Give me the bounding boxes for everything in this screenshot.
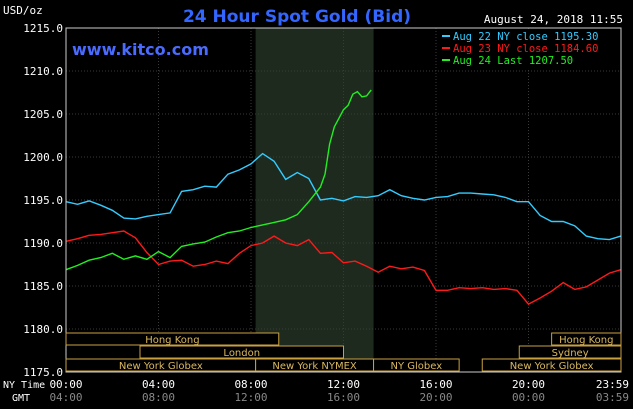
x-tick-label-ny: 04:00 [142, 378, 175, 391]
session-bar [139, 345, 344, 359]
y-axis: 1215.0 1210.0 1205.0 1200.0 1195.0 1190.0 1185… [23, 22, 63, 379]
x-tick-label-gmt: 04:00 [49, 391, 82, 404]
series-lines [65, 89, 622, 305]
session-label: Hong Kong [145, 335, 199, 346]
session-bar [481, 358, 622, 372]
legend-entry: Aug 23 NY close 1184.60 [453, 43, 598, 55]
y-tick-label: 1215.0 [23, 22, 63, 35]
x-tick-label-ny: 12:00 [327, 378, 360, 391]
session-label: Hong Kong [559, 335, 613, 346]
market-sessions: Hong Kong Hong Kong London Sydney New York G… [65, 332, 622, 372]
x-tick-label-gmt: 00:00 [512, 391, 545, 404]
chart-title: 24 Hour Spot Gold (Bid) [183, 7, 411, 27]
session-label: Sydney [552, 348, 589, 359]
session-label: New York Globex [510, 361, 594, 372]
x-tick-label-gmt: 03:59 [596, 391, 629, 404]
session-label: New York NYMEX [272, 361, 357, 372]
x-tick-label-ny: 08:00 [234, 378, 267, 391]
ny-time-label: NY Time [3, 380, 45, 391]
kitco-watermark: www.kitco.com [72, 40, 209, 59]
series-line-2 [65, 230, 622, 305]
x-tick-label-ny: 20:00 [512, 378, 545, 391]
x-tick-label-gmt: 12:00 [234, 391, 267, 404]
y-tick-label: 1205.0 [23, 108, 63, 121]
gmt-label: GMT [12, 393, 30, 404]
date-label: August 24, 2018 11:55 [484, 13, 623, 26]
x-tick-label-ny: 00:00 [49, 378, 82, 391]
session-bar [518, 345, 622, 359]
series-line-1 [65, 152, 622, 241]
session-label: London [223, 348, 260, 359]
plot-frame [65, 27, 622, 373]
legend-entry: Aug 22 NY close 1195.30 [453, 31, 598, 43]
session-bar [65, 332, 280, 346]
session-label: NY Globex [391, 361, 443, 372]
y-tick-label: 1195.0 [23, 194, 63, 207]
series-line-3 [65, 89, 372, 271]
x-tick-label-gmt: 08:00 [142, 391, 175, 404]
legend-box [437, 29, 620, 69]
nymex-session-band [255, 28, 374, 372]
y-tick-label: 1180.0 [23, 323, 63, 336]
y-tick-label: 1210.0 [23, 65, 63, 78]
session-bar [551, 332, 622, 346]
y-tick-label: 1190.0 [23, 237, 63, 250]
x-tick-label-gmt: 16:00 [327, 391, 360, 404]
y-tick-label: 1185.0 [23, 280, 63, 293]
y-tick-label: 1175.0 [23, 366, 63, 379]
y-tick-label: 1200.0 [23, 151, 63, 164]
x-tick-label-ny: 23:59 [596, 378, 629, 391]
x-tick-label-gmt: 20:00 [419, 391, 452, 404]
x-axis: 00:00 04:00 08:00 12:00 16:00 20:00 23:5904:00… [49, 378, 629, 404]
unit-label: USD/oz [3, 4, 43, 17]
legend-entry: Aug 24 Last 1207.50 [453, 55, 573, 67]
session-label: New York Globex [119, 361, 203, 372]
session-bar [373, 358, 460, 372]
x-tick-label-ny: 16:00 [419, 378, 452, 391]
